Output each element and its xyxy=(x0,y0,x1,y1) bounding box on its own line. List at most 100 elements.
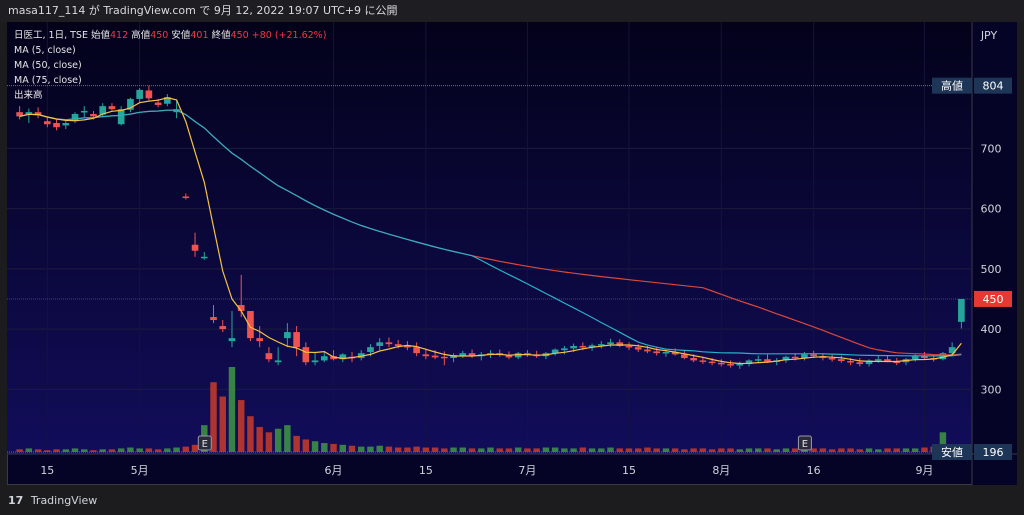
volume-bar xyxy=(911,448,919,452)
volume-bar xyxy=(505,448,513,452)
candle-body xyxy=(154,102,162,105)
volume-bar xyxy=(228,367,236,452)
candle-body xyxy=(274,360,282,363)
candle-body xyxy=(164,97,171,104)
candle-body xyxy=(828,358,836,360)
volume-bar xyxy=(875,449,882,452)
candle-body xyxy=(671,351,679,355)
candle-body xyxy=(634,347,642,350)
candle-body xyxy=(856,362,864,365)
volume-bar xyxy=(117,448,125,452)
candle-body xyxy=(25,112,33,115)
volume-bar xyxy=(237,400,245,452)
volume-bar xyxy=(90,450,97,452)
candle-body xyxy=(108,106,116,110)
volume-bar xyxy=(81,449,88,452)
volume-bar xyxy=(376,445,383,452)
volume-bar xyxy=(542,447,550,452)
volume-bar xyxy=(367,446,374,452)
legend-ma5[interactable]: MA (5, close) xyxy=(14,45,76,56)
candle-body xyxy=(893,361,901,364)
volume-bar xyxy=(801,449,808,452)
candle-body xyxy=(34,112,42,116)
plot-background xyxy=(7,22,972,454)
candle-body xyxy=(874,359,882,361)
candle-body xyxy=(127,98,134,110)
candle-body xyxy=(16,112,23,117)
candle-body xyxy=(468,353,476,357)
high-price-tag-label: 高値 xyxy=(941,79,963,93)
legend-ma50[interactable]: MA (50, close) xyxy=(14,60,82,71)
earnings-marker-icon xyxy=(797,435,812,451)
candle-body xyxy=(99,106,107,115)
volume-bar xyxy=(644,447,651,452)
volume-bar xyxy=(274,428,282,452)
price-chart[interactable]: 300400500600700155月6月157月158月169月15JPYEE… xyxy=(7,22,1017,485)
candle-body xyxy=(71,113,79,122)
legend-ma75[interactable]: MA (75, close) xyxy=(14,75,82,86)
candle-body xyxy=(191,244,199,251)
low-price-tag-label-bg xyxy=(932,444,972,460)
volume-bar xyxy=(71,448,79,452)
volume-bar xyxy=(34,449,42,452)
volume-bar xyxy=(570,448,577,452)
volume-bar xyxy=(847,448,854,452)
candle-body xyxy=(339,354,347,360)
candle-body xyxy=(441,356,448,359)
volume-bar xyxy=(791,448,799,452)
candle-body xyxy=(764,359,771,362)
x-tick-label: 15 xyxy=(622,464,636,477)
volume-bar xyxy=(191,444,199,452)
candle-body xyxy=(90,113,97,117)
volume-bar xyxy=(736,449,744,452)
candle-body xyxy=(847,361,854,363)
candle-body xyxy=(911,356,919,360)
candle-body xyxy=(718,362,725,365)
tradingview-logo-icon: 17 xyxy=(8,494,24,507)
volume-bar xyxy=(561,448,568,452)
volume-bar xyxy=(708,449,716,452)
volume-bar xyxy=(302,439,310,452)
currency-label: JPY xyxy=(980,29,998,42)
candle-body xyxy=(385,342,393,345)
volume-bar xyxy=(330,443,337,452)
volume-bar xyxy=(653,448,660,452)
legend-symbol[interactable]: 日医工, 1日, TSE xyxy=(14,30,88,41)
candle-body xyxy=(210,317,217,321)
x-tick-label: 15 xyxy=(40,464,54,477)
volume-bar xyxy=(53,449,60,452)
y-tick-label: 300 xyxy=(981,383,1002,396)
candle-body xyxy=(404,345,411,348)
volume-bar xyxy=(662,448,670,452)
volume-bar xyxy=(394,447,402,452)
legend-volume[interactable]: 出来高 xyxy=(14,90,43,101)
volume-bar xyxy=(782,448,790,452)
candle-body xyxy=(431,355,439,358)
volume-bar xyxy=(838,448,845,452)
volume-bar xyxy=(939,432,947,452)
y-tick-label: 500 xyxy=(981,263,1002,276)
volume-bar xyxy=(588,448,596,452)
low-price-tag-label: 安値 xyxy=(941,445,963,459)
volume-bar xyxy=(25,448,33,452)
candle-body xyxy=(754,359,762,361)
legend-change: +80 (+21.62%) xyxy=(251,30,327,41)
volume-bar xyxy=(422,447,430,452)
candle-body xyxy=(948,347,956,354)
volume-bar xyxy=(348,445,356,452)
candle-body xyxy=(43,121,51,125)
candle-body xyxy=(514,353,522,358)
candle-body xyxy=(708,361,716,364)
candle-body xyxy=(145,90,153,99)
x-tick-label: 8月 xyxy=(712,464,730,477)
candle-body xyxy=(838,359,845,362)
ma50-line xyxy=(19,109,962,357)
candle-body xyxy=(727,364,734,366)
y-tick-label: 400 xyxy=(981,323,1002,336)
candle-body xyxy=(810,354,817,357)
candle-body xyxy=(653,351,661,354)
volume-bar xyxy=(265,432,273,452)
volume-bar xyxy=(44,450,51,452)
x-tick-label: 15 xyxy=(419,464,433,477)
volume-bar xyxy=(127,447,134,452)
